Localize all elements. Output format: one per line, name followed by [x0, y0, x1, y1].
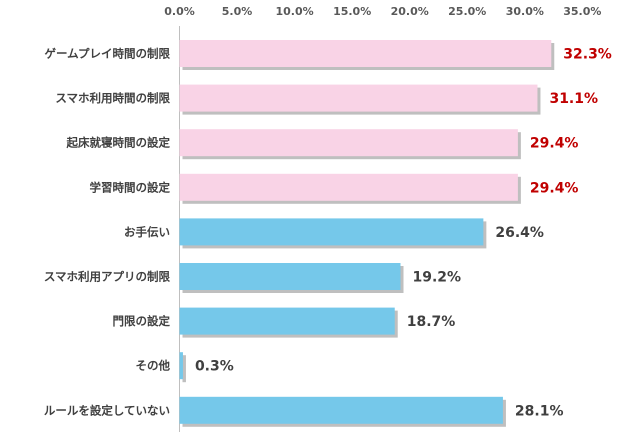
- bar: [179, 84, 538, 112]
- bar-shadow: [182, 355, 186, 383]
- bar: [179, 307, 395, 335]
- bar: [179, 173, 518, 201]
- category-label: ゲームプレイ時間の制限: [45, 47, 171, 61]
- x-tick-label: 10.0%: [276, 5, 314, 18]
- value-label: 31.1%: [549, 91, 598, 107]
- value-label: 19.2%: [412, 270, 461, 286]
- bar: [179, 218, 484, 246]
- value-label: 32.3%: [563, 47, 612, 63]
- category-label: お手伝い: [124, 225, 170, 239]
- x-tick-label: 35.0%: [563, 5, 601, 18]
- bar: [179, 129, 518, 157]
- category-label: 起床就寝時間の設定: [66, 136, 171, 150]
- category-label: その他: [136, 359, 171, 373]
- category-label: スマホ利用時間の制限: [55, 91, 170, 105]
- bar: [179, 396, 503, 424]
- category-label: スマホ利用アプリの制限: [44, 270, 171, 284]
- bar: [179, 263, 401, 290]
- value-label: 26.4%: [495, 225, 544, 241]
- category-label: 学習時間の設定: [90, 180, 171, 194]
- value-label: 18.7%: [407, 314, 456, 330]
- x-tick-label: 30.0%: [506, 5, 544, 18]
- category-label: 門限の設定: [113, 314, 171, 328]
- x-tick-label: 20.0%: [391, 5, 429, 18]
- x-tick-label: 5.0%: [222, 5, 253, 18]
- bar: [179, 40, 552, 67]
- category-label: ルールを設定していない: [44, 403, 170, 417]
- bar: [179, 352, 183, 380]
- value-label: 29.4%: [530, 136, 579, 152]
- value-label: 29.4%: [530, 180, 579, 196]
- value-label: 0.3%: [195, 359, 234, 375]
- x-tick-label: 0.0%: [164, 5, 195, 18]
- bars: ゲームプレイ時間の制限 32.3% スマホ利用時間の制限 31.1% 起床就寝時間の設定…: [44, 40, 612, 427]
- x-axis-ticks: 0.0% 5.0% 10.0% 15.0% 20.0% 25.0% 30.0% 35.0%: [164, 5, 601, 18]
- value-label: 28.1%: [515, 403, 564, 419]
- x-tick-label: 15.0%: [333, 5, 371, 18]
- x-tick-label: 25.0%: [448, 5, 486, 18]
